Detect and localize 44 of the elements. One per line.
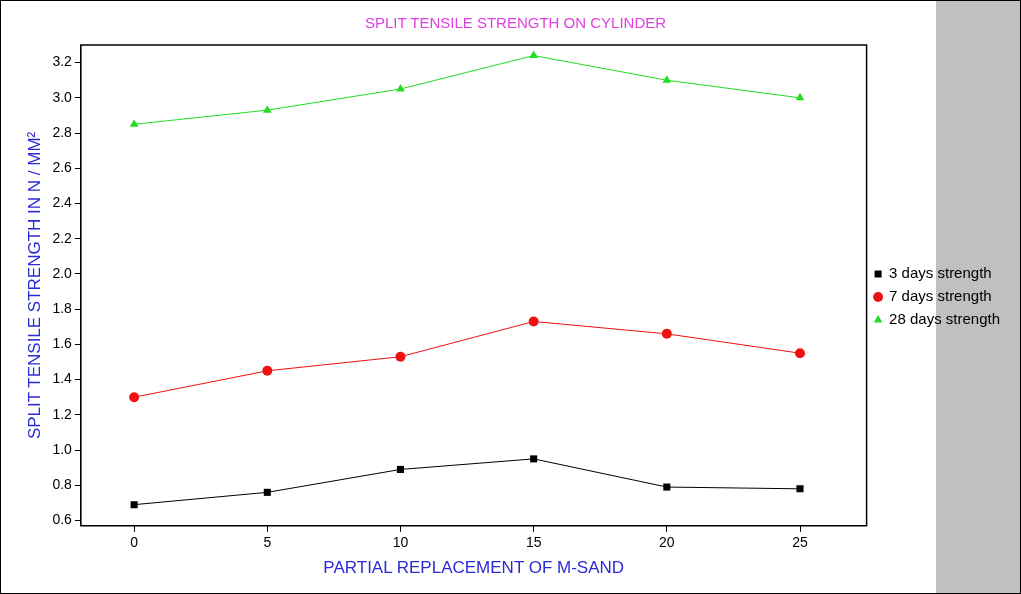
point xyxy=(528,316,539,327)
y-tick-label: 1.0 xyxy=(52,440,73,457)
x-tick-label: 5 xyxy=(263,534,272,551)
point xyxy=(795,92,805,101)
legend-label: 7 days strength xyxy=(889,287,992,305)
y-tick-label: 1.4 xyxy=(52,370,73,387)
x-tick-label: 15 xyxy=(525,534,542,551)
legend-label: 28 days strength xyxy=(889,310,1000,328)
point xyxy=(662,75,672,83)
x-tick-label: 0 xyxy=(130,534,139,551)
x-axis-title: PARTIAL REPLACEMENT OF M-SAND xyxy=(323,558,625,578)
point xyxy=(661,328,672,339)
y-tick-label: 2.0 xyxy=(52,264,73,281)
chart-title: SPLIT TENSILE STRENGTH ON CYLINDER xyxy=(364,14,667,32)
x-tick-label: 20 xyxy=(659,534,675,551)
point xyxy=(396,84,405,92)
point xyxy=(395,351,406,362)
point xyxy=(129,392,140,403)
point xyxy=(529,50,538,59)
point xyxy=(130,501,138,509)
y-tick-label: 2.8 xyxy=(52,123,73,140)
y-tick-label: 2.6 xyxy=(52,159,73,176)
y-tick-label: 1.6 xyxy=(52,335,73,352)
point xyxy=(663,483,671,491)
y-tick-label: 3.2 xyxy=(52,53,73,70)
y-tick-label: 3.0 xyxy=(52,88,73,105)
point xyxy=(262,365,273,376)
point xyxy=(796,485,804,493)
legend-label: 3 days strength xyxy=(889,264,992,282)
y-tick-label: 0.6 xyxy=(52,511,73,528)
point xyxy=(396,465,405,473)
point xyxy=(795,348,806,359)
x-tick-label: 10 xyxy=(392,534,409,551)
point xyxy=(263,488,271,496)
point xyxy=(530,455,538,463)
point xyxy=(129,119,139,127)
y-tick-label: 0.8 xyxy=(52,476,73,493)
y-tick-label: 2.2 xyxy=(52,229,73,246)
point xyxy=(262,105,272,113)
y-axis-title: SPLIT TENSILE STRENGTH IN N / MM² xyxy=(24,131,44,440)
x-tick-label: 25 xyxy=(792,534,809,551)
y-tick-label: 2.4 xyxy=(52,194,73,211)
y-tick-label: 1.8 xyxy=(52,300,73,317)
y-tick-label: 1.2 xyxy=(52,405,73,422)
